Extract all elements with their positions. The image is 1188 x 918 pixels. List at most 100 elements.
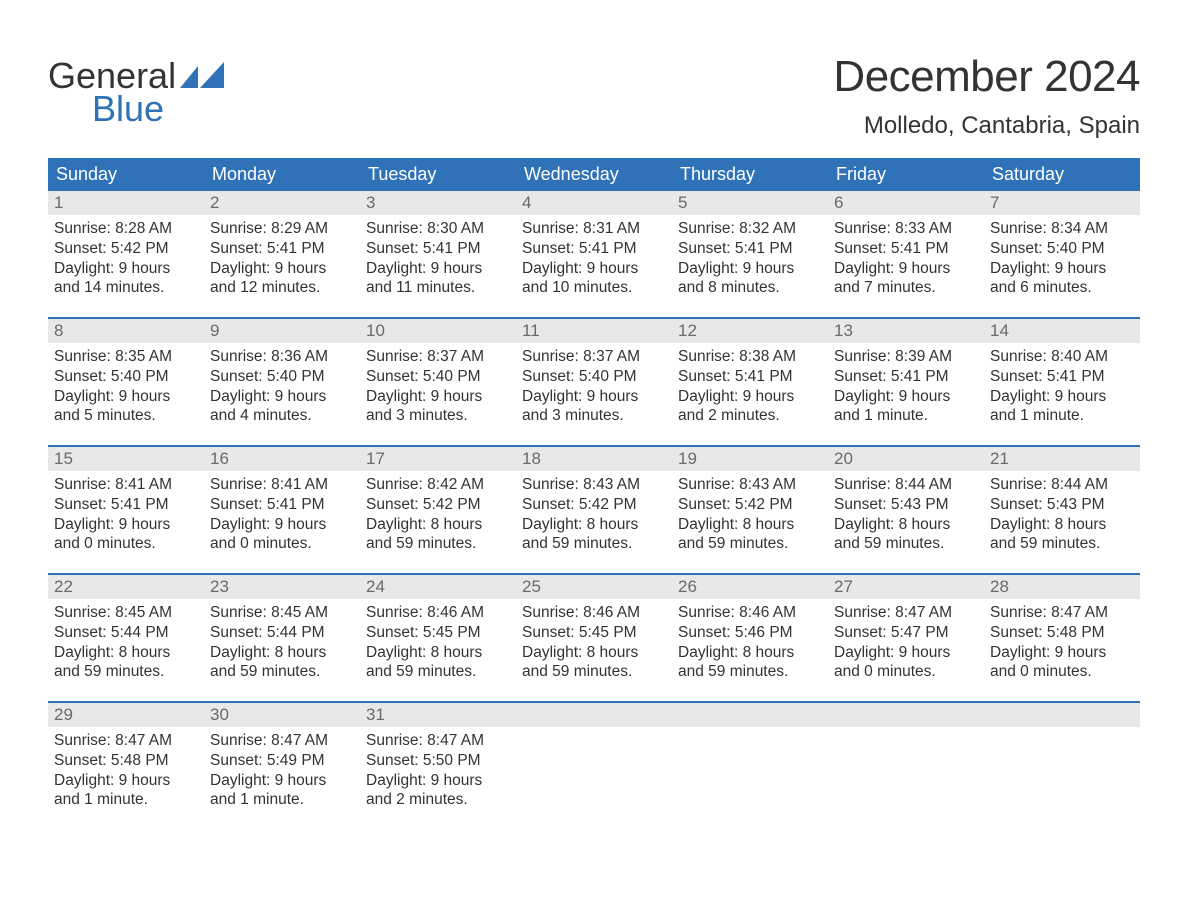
sunset-line: Sunset: 5:41 PM	[366, 239, 510, 259]
daylight-line: Daylight: 8 hours and 59 minutes.	[834, 515, 978, 555]
daylight-line: Daylight: 8 hours and 59 minutes.	[522, 515, 666, 555]
day-body: Sunrise: 8:47 AMSunset: 5:48 PMDaylight:…	[984, 599, 1140, 692]
day-body: Sunrise: 8:44 AMSunset: 5:43 PMDaylight:…	[828, 471, 984, 564]
day-cell: 28 Sunrise: 8:47 AMSunset: 5:48 PMDayligh…	[984, 575, 1140, 701]
day-body: Sunrise: 8:39 AMSunset: 5:41 PMDaylight:…	[828, 343, 984, 436]
daylight-line: Daylight: 9 hours and 0 minutes.	[210, 515, 354, 555]
sunset-line: Sunset: 5:50 PM	[366, 751, 510, 771]
day-number: 16	[210, 449, 229, 468]
day-body: Sunrise: 8:44 AMSunset: 5:43 PMDaylight:…	[984, 471, 1140, 564]
day-cell: 4 Sunrise: 8:31 AMSunset: 5:41 PMDaylight…	[516, 191, 672, 317]
sunrise-line: Sunrise: 8:36 AM	[210, 347, 354, 367]
day-number: 29	[54, 705, 73, 724]
sunset-line: Sunset: 5:41 PM	[678, 367, 822, 387]
sunset-line: Sunset: 5:42 PM	[522, 495, 666, 515]
day-body: Sunrise: 8:43 AMSunset: 5:42 PMDaylight:…	[516, 471, 672, 564]
day-body: Sunrise: 8:43 AMSunset: 5:42 PMDaylight:…	[672, 471, 828, 564]
day-cell: 11 Sunrise: 8:37 AMSunset: 5:40 PMDayligh…	[516, 319, 672, 445]
day-cell: 16Sunrise: 8:41 AMSunset: 5:41 PMDayligh…	[204, 447, 360, 573]
day-body: Sunrise: 8:47 AMSunset: 5:47 PMDaylight:…	[828, 599, 984, 692]
day-number: 15	[54, 449, 73, 468]
sunrise-line: Sunrise: 8:45 AM	[210, 603, 354, 623]
day-number: 28	[990, 577, 1009, 596]
day-cell: 2Sunrise: 8:29 AMSunset: 5:41 PMDaylight…	[204, 191, 360, 317]
sunrise-line: Sunrise: 8:31 AM	[522, 219, 666, 239]
location-subtitle: Molledo, Cantabria, Spain	[833, 112, 1140, 140]
day-cell: 31Sunrise: 8:47 AMSunset: 5:50 PMDayligh…	[360, 703, 516, 829]
day-body: Sunrise: 8:31 AMSunset: 5:41 PMDaylight:…	[516, 215, 672, 308]
page-header: General Blue December 2024 Molledo, Cant…	[48, 30, 1140, 140]
day-number: 1	[54, 193, 63, 212]
day-number: 19	[678, 449, 697, 468]
daylight-line: Daylight: 8 hours and 59 minutes.	[990, 515, 1134, 555]
day-number: 21	[990, 449, 1009, 468]
daylight-line: Daylight: 9 hours and 12 minutes.	[210, 259, 354, 299]
sunset-line: Sunset: 5:41 PM	[834, 239, 978, 259]
sunrise-line: Sunrise: 8:47 AM	[990, 603, 1134, 623]
day-number: 17	[366, 449, 385, 468]
sunset-line: Sunset: 5:46 PM	[678, 623, 822, 643]
day-body: Sunrise: 8:37 AMSunset: 5:40 PMDaylight:…	[516, 343, 672, 436]
sunrise-line: Sunrise: 8:44 AM	[990, 475, 1134, 495]
sunrise-line: Sunrise: 8:28 AM	[54, 219, 198, 239]
sunset-line: Sunset: 5:42 PM	[366, 495, 510, 515]
day-number: 14	[990, 321, 1009, 340]
sunrise-line: Sunrise: 8:30 AM	[366, 219, 510, 239]
sunrise-line: Sunrise: 8:41 AM	[54, 475, 198, 495]
day-number: 4	[522, 193, 531, 212]
day-body: Sunrise: 8:42 AMSunset: 5:42 PMDaylight:…	[360, 471, 516, 564]
daylight-line: Daylight: 9 hours and 11 minutes.	[366, 259, 510, 299]
day-body: Sunrise: 8:36 AMSunset: 5:40 PMDaylight:…	[204, 343, 360, 436]
sunrise-line: Sunrise: 8:32 AM	[678, 219, 822, 239]
day-body: Sunrise: 8:47 AMSunset: 5:48 PMDaylight:…	[48, 727, 204, 820]
day-body: Sunrise: 8:32 AMSunset: 5:41 PMDaylight:…	[672, 215, 828, 308]
sunrise-line: Sunrise: 8:46 AM	[522, 603, 666, 623]
sunset-line: Sunset: 5:49 PM	[210, 751, 354, 771]
day-number: 12	[678, 321, 697, 340]
sunset-line: Sunset: 5:41 PM	[678, 239, 822, 259]
sunrise-line: Sunrise: 8:37 AM	[366, 347, 510, 367]
day-header-cell: Saturday	[984, 158, 1140, 191]
day-cell: 15Sunrise: 8:41 AMSunset: 5:41 PMDayligh…	[48, 447, 204, 573]
day-cell: 27Sunrise: 8:47 AMSunset: 5:47 PMDayligh…	[828, 575, 984, 701]
sunset-line: Sunset: 5:44 PM	[54, 623, 198, 643]
day-cell: 8Sunrise: 8:35 AMSunset: 5:40 PMDaylight…	[48, 319, 204, 445]
sunset-line: Sunset: 5:40 PM	[522, 367, 666, 387]
day-number: 11	[522, 321, 540, 340]
sunrise-line: Sunrise: 8:46 AM	[678, 603, 822, 623]
day-number: 9	[210, 321, 219, 340]
sunset-line: Sunset: 5:48 PM	[990, 623, 1134, 643]
sunrise-line: Sunrise: 8:38 AM	[678, 347, 822, 367]
day-cell: 12Sunrise: 8:38 AMSunset: 5:41 PMDayligh…	[672, 319, 828, 445]
day-body: Sunrise: 8:30 AMSunset: 5:41 PMDaylight:…	[360, 215, 516, 308]
day-body: Sunrise: 8:29 AMSunset: 5:41 PMDaylight:…	[204, 215, 360, 308]
sunrise-line: Sunrise: 8:47 AM	[366, 731, 510, 751]
day-body: Sunrise: 8:37 AMSunset: 5:40 PMDaylight:…	[360, 343, 516, 436]
day-body: Sunrise: 8:45 AMSunset: 5:44 PMDaylight:…	[204, 599, 360, 692]
sunset-line: Sunset: 5:40 PM	[990, 239, 1134, 259]
day-number: 7	[990, 193, 999, 212]
title-block: December 2024 Molledo, Cantabria, Spain	[833, 30, 1140, 140]
sunrise-line: Sunrise: 8:33 AM	[834, 219, 978, 239]
empty-day-cell	[672, 703, 828, 829]
sunset-line: Sunset: 5:41 PM	[210, 239, 354, 259]
brand-logo: General Blue	[48, 30, 224, 130]
day-number: 30	[210, 705, 229, 724]
day-header-cell: Friday	[828, 158, 984, 191]
daylight-line: Daylight: 9 hours and 14 minutes.	[54, 259, 198, 299]
sunset-line: Sunset: 5:42 PM	[678, 495, 822, 515]
daylight-line: Daylight: 9 hours and 1 minute.	[210, 771, 354, 811]
day-number: 25	[522, 577, 541, 596]
daylight-line: Daylight: 9 hours and 0 minutes.	[990, 643, 1134, 683]
day-header-cell: Wednesday	[516, 158, 672, 191]
day-body: Sunrise: 8:47 AMSunset: 5:50 PMDaylight:…	[360, 727, 516, 820]
day-cell: 7 Sunrise: 8:34 AMSunset: 5:40 PMDaylight…	[984, 191, 1140, 317]
month-title: December 2024	[833, 52, 1140, 102]
day-body: Sunrise: 8:34 AMSunset: 5:40 PMDaylight:…	[984, 215, 1140, 308]
daylight-line: Daylight: 9 hours and 4 minutes.	[210, 387, 354, 427]
sunset-line: Sunset: 5:40 PM	[54, 367, 198, 387]
day-cell: 5Sunrise: 8:32 AMSunset: 5:41 PMDaylight…	[672, 191, 828, 317]
daylight-line: Daylight: 9 hours and 10 minutes.	[522, 259, 666, 299]
sunrise-line: Sunrise: 8:47 AM	[834, 603, 978, 623]
day-header-cell: Thursday	[672, 158, 828, 191]
